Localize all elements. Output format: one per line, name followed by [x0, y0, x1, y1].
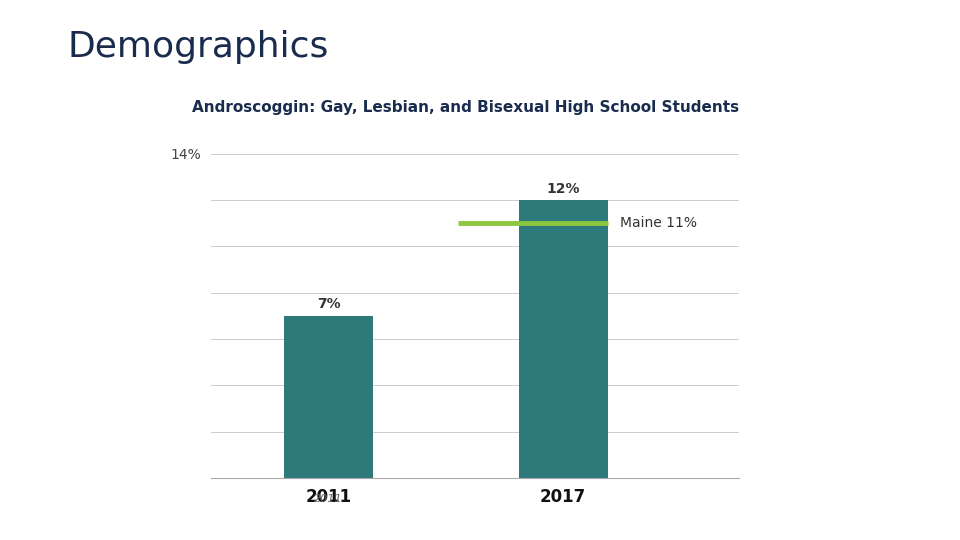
Text: Androscoggin: Gay, Lesbian, and Bisexual High School Students: Androscoggin: Gay, Lesbian, and Bisexual…: [192, 100, 739, 115]
Text: 12%: 12%: [546, 181, 580, 195]
Text: Demographics: Demographics: [67, 30, 328, 64]
Bar: [518, 200, 608, 478]
Text: Maine 11%: Maine 11%: [619, 217, 697, 231]
Text: 18: 18: [915, 522, 929, 532]
Text: 7%: 7%: [317, 298, 341, 311]
Text: 2011: 2011: [314, 494, 343, 504]
Bar: [284, 316, 373, 478]
